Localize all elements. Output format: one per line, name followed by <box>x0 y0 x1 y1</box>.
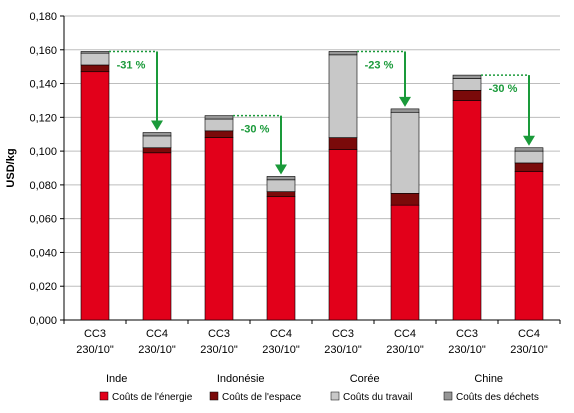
bar-segment <box>142 135 172 149</box>
y-tick-label: 0,160 <box>29 45 57 57</box>
y-tick-label: 0,040 <box>29 247 57 259</box>
bar-segment <box>204 118 234 132</box>
bar-segment <box>80 52 110 66</box>
x-tick-label: CC3 <box>84 328 106 340</box>
reduction-arrow-head <box>275 164 287 175</box>
bar-segment <box>266 191 296 198</box>
legend-label: Coûts de l'énergie <box>112 392 193 403</box>
bar-segment <box>80 71 110 321</box>
bar-segment <box>80 51 110 54</box>
bar-segment <box>452 78 482 91</box>
y-tick-label: 0,020 <box>29 281 57 293</box>
bar-segment <box>390 111 420 194</box>
bar-segment <box>514 171 544 321</box>
bar-segment <box>514 147 544 152</box>
bar-segment <box>204 115 234 120</box>
bar-segment <box>266 179 296 192</box>
bar-segment <box>266 176 296 181</box>
bar-segment <box>514 162 544 172</box>
x-tick-label: CC4 <box>270 328 292 340</box>
y-tick-label: 0,140 <box>29 79 57 91</box>
bar-segment <box>204 130 234 138</box>
y-tick-label: 0,100 <box>29 146 57 158</box>
legend-swatch <box>209 391 219 401</box>
reduction-label: -30 % <box>241 124 270 136</box>
bar-segment <box>390 193 420 206</box>
group-label: Chine <box>474 373 503 385</box>
bar-segment <box>390 108 420 113</box>
bar-segment <box>452 90 482 101</box>
reduction-label: -30 % <box>489 83 518 95</box>
bar-segment <box>390 204 420 321</box>
y-tick-label: 0,060 <box>29 214 57 226</box>
reduction-arrow-head <box>151 120 163 131</box>
x-tick-label: 230/10" <box>262 344 300 356</box>
x-tick-labels: CC3 230/10" CC4 230/10" CC3 230/10" CC4 230/10"… <box>76 328 548 385</box>
x-tick-label: 230/10" <box>324 344 362 356</box>
reduction-arrow-head <box>523 135 535 146</box>
x-tick-label: 230/10" <box>510 344 548 356</box>
legend: Coûts de l'énergie Coûts de l'espace Coûts… <box>99 391 539 403</box>
reduction-label: -31 % <box>117 59 146 71</box>
y-tick-label: 0,000 <box>29 315 57 327</box>
bar-segment <box>328 51 358 56</box>
legend-label: Coûts de l'espace <box>222 392 302 403</box>
y-tick-label: 0,120 <box>29 112 57 124</box>
legend-swatch <box>330 391 340 401</box>
y-axis-title: USD/kg <box>5 148 17 187</box>
x-tick-label: 230/10" <box>76 344 114 356</box>
bar-segment <box>328 137 358 150</box>
x-tick-label: CC3 <box>456 328 478 340</box>
reduction-annotations: -31 % -30 % -23 % -30 % <box>109 50 535 175</box>
group-label: Indonésie <box>217 373 265 385</box>
y-tick-label: 0,080 <box>29 180 57 192</box>
x-tick-label: 230/10" <box>200 344 238 356</box>
legend-swatch <box>99 391 109 401</box>
axes: 0,000 0,020 0,040 0,060 0,080 0,100 0,120 0,140… <box>5 11 561 327</box>
x-tick-label: CC4 <box>394 328 416 340</box>
x-tick-label: CC4 <box>146 328 168 340</box>
x-tick-label: 230/10" <box>386 344 424 356</box>
group-label: Corée <box>350 373 380 385</box>
x-tick-label: CC3 <box>332 328 354 340</box>
grid-layer <box>64 15 560 287</box>
bar-segment <box>452 100 482 321</box>
bar-segment <box>452 74 482 79</box>
bar-segment <box>514 150 544 164</box>
bar-segment <box>80 64 110 73</box>
group-label: Inde <box>106 373 127 385</box>
reduction-arrow-head <box>399 96 411 107</box>
bar-segment <box>328 54 358 138</box>
bar-segment <box>142 147 172 154</box>
x-tick-label: 230/10" <box>448 344 486 356</box>
bar-segment <box>328 149 358 321</box>
legend-label: Coûts du travail <box>343 392 412 403</box>
bars <box>80 51 544 321</box>
bar-segment <box>142 132 172 137</box>
legend-swatch <box>443 391 453 401</box>
y-tick-label: 0,180 <box>29 11 57 23</box>
x-tick-label: 230/10" <box>138 344 176 356</box>
bar-segment <box>142 152 172 321</box>
bar-segment <box>204 137 234 321</box>
legend-label: Coûts des déchets <box>456 392 539 403</box>
reduction-label: -23 % <box>365 59 394 71</box>
x-tick-label: CC3 <box>208 328 230 340</box>
bar-segment <box>266 196 296 321</box>
x-tick-label: CC4 <box>518 328 540 340</box>
